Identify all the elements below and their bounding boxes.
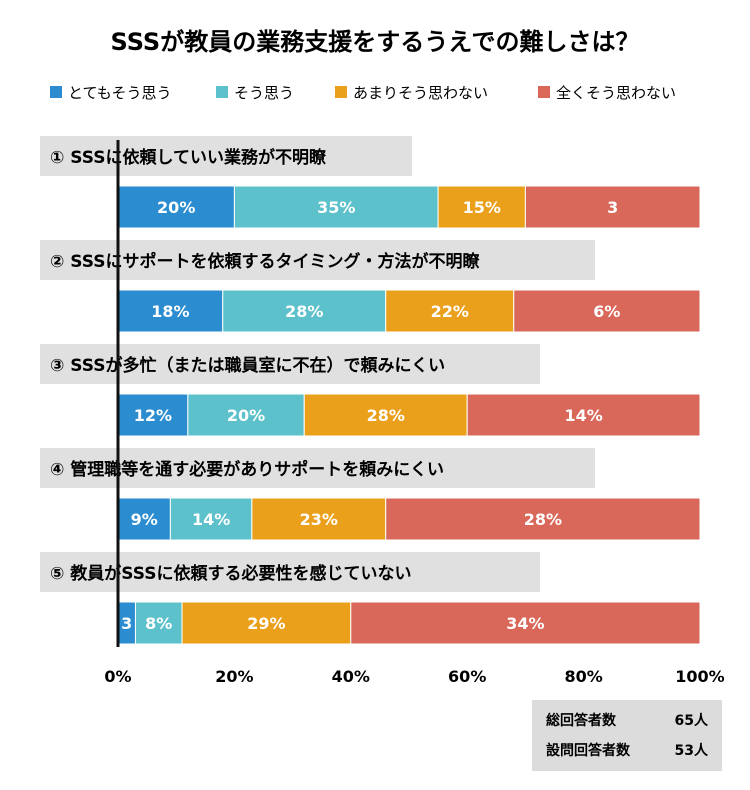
question-label: ② SSSにサポートを依頼するタイミング・方法が不明瞭 bbox=[50, 251, 481, 272]
summary-label: 総回答者数 bbox=[546, 712, 617, 729]
x-tick-label: 20% bbox=[215, 667, 253, 686]
bar-value-label: 23% bbox=[300, 510, 338, 529]
bar-value-label: 9% bbox=[131, 510, 158, 529]
x-tick-label: 60% bbox=[448, 667, 486, 686]
bar-segment bbox=[134, 601, 183, 645]
bar-segment bbox=[385, 497, 701, 541]
question-label-background bbox=[40, 552, 540, 592]
bar-segment bbox=[169, 497, 253, 541]
summary-value: 65人 bbox=[675, 712, 709, 729]
x-tick-label: 40% bbox=[332, 667, 370, 686]
bar-value-label: 14% bbox=[192, 510, 230, 529]
bar-value-label: 15% bbox=[463, 198, 501, 217]
bar-segment bbox=[222, 289, 387, 333]
legend-swatch bbox=[50, 86, 62, 98]
legend-swatch bbox=[216, 86, 228, 98]
bar-value-label: 12% bbox=[134, 406, 172, 425]
bar-segment bbox=[513, 289, 701, 333]
bar-value-label: 18% bbox=[151, 302, 189, 321]
bar-value-label: 28% bbox=[524, 510, 562, 529]
bar-value-label: 34% bbox=[506, 614, 544, 633]
summary-label: 設問回答者数 bbox=[546, 742, 631, 759]
bar-value-label: 14% bbox=[564, 406, 602, 425]
bar-value-label: 22% bbox=[431, 302, 469, 321]
x-tick-label: 80% bbox=[564, 667, 602, 686]
legend-swatch bbox=[335, 86, 347, 98]
bar-value-label: 20% bbox=[227, 406, 265, 425]
question-label-background bbox=[40, 448, 595, 488]
question-label-background bbox=[40, 136, 412, 176]
summary-background bbox=[532, 700, 722, 771]
legend-label: そう思う bbox=[234, 84, 294, 102]
question-label-background bbox=[40, 240, 595, 280]
bar-segment bbox=[117, 289, 224, 333]
bar-value-label: 3 bbox=[607, 198, 618, 217]
bar-segment bbox=[187, 393, 305, 437]
x-axis-ticks: 0% 20% 40% 60% 80% 100% bbox=[104, 667, 724, 686]
question-label-background bbox=[40, 344, 540, 384]
bar-segment bbox=[251, 497, 387, 541]
bar-segment bbox=[524, 185, 701, 229]
bar-segment bbox=[303, 393, 468, 437]
bar-segment bbox=[181, 601, 352, 645]
summary-value: 53人 bbox=[675, 742, 709, 759]
bar-segment bbox=[437, 185, 526, 229]
bar-segment bbox=[117, 497, 171, 541]
legend: とてもそう思う そう思う あまりそう思わない 全くそう思わない bbox=[50, 84, 676, 102]
bar-value-label: 20% bbox=[157, 198, 195, 217]
bar-value-label: 28% bbox=[367, 406, 405, 425]
bar-value-label: 29% bbox=[247, 614, 285, 633]
legend-label: 全くそう思わない bbox=[556, 84, 676, 102]
question-label: ① SSSに依頼していい業務が不明瞭 bbox=[50, 147, 327, 168]
bar-value-label: 35% bbox=[317, 198, 355, 217]
legend-label: あまりそう思わない bbox=[353, 84, 488, 102]
chart-rows: ① SSSに依頼していい業務が不明瞭 20% 35% 15% 3 ② SSSにサポートを依… bbox=[40, 136, 701, 645]
bar-segment bbox=[350, 601, 701, 645]
question-label: ③ SSSが多忙（または職員室に不在）で頼みにくい bbox=[50, 355, 445, 376]
bar-value-label: 28% bbox=[285, 302, 323, 321]
legend-label: とてもそう思う bbox=[68, 84, 172, 102]
bar-segment bbox=[385, 289, 515, 333]
question-label: ⑤ 教員がSSSに依頼する必要性を感じていない bbox=[50, 563, 412, 584]
x-tick-label: 0% bbox=[104, 667, 131, 686]
question-label: ④ 管理職等を通す必要がありサポートを頼みにくい bbox=[50, 459, 444, 480]
bar-segment bbox=[117, 185, 235, 229]
legend-swatch bbox=[538, 86, 550, 98]
bar-value-label: 3 bbox=[121, 614, 132, 633]
chart-title: SSSが教員の業務支援をするうえでの難しさは？ bbox=[111, 28, 640, 56]
bar-segment bbox=[466, 393, 701, 437]
x-tick-label: 100% bbox=[675, 667, 724, 686]
bar-value-label: 6% bbox=[593, 302, 620, 321]
bar-segment bbox=[233, 185, 439, 229]
bar-value-label: 8% bbox=[145, 614, 172, 633]
